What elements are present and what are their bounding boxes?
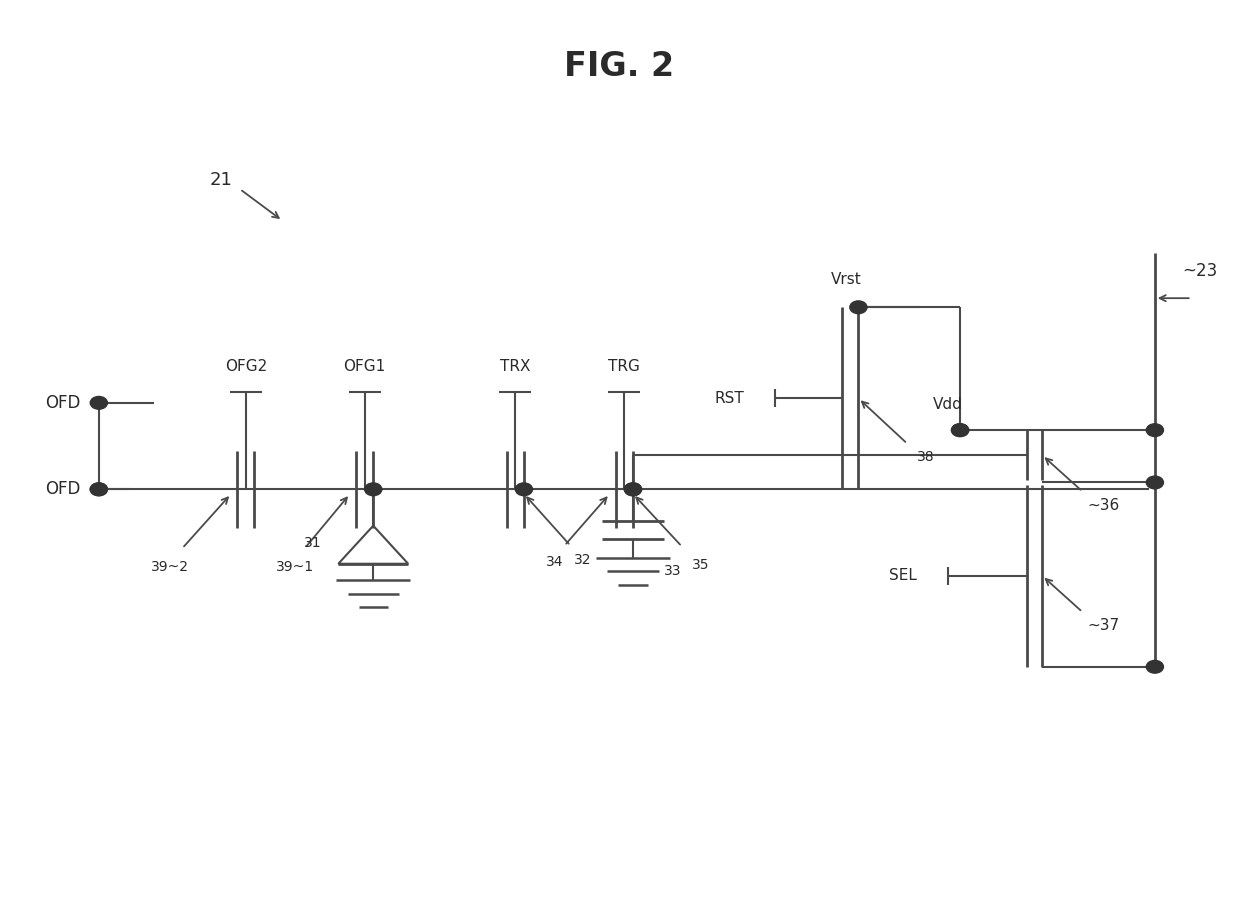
- Text: 33: 33: [664, 565, 681, 578]
- Text: 38: 38: [917, 450, 934, 465]
- Circle shape: [624, 483, 642, 495]
- Text: FIG. 2: FIG. 2: [565, 50, 674, 82]
- Text: Vdd: Vdd: [933, 397, 963, 412]
- Text: TRG: TRG: [608, 359, 641, 374]
- Text: 39~1: 39~1: [276, 560, 313, 574]
- Text: ~23: ~23: [1182, 261, 1217, 280]
- Text: 31: 31: [304, 536, 322, 550]
- Text: 32: 32: [574, 553, 591, 567]
- Text: TRX: TRX: [501, 359, 530, 374]
- Text: OFG2: OFG2: [224, 359, 266, 374]
- Text: ~37: ~37: [1088, 618, 1120, 633]
- Circle shape: [624, 483, 642, 495]
- Circle shape: [1146, 476, 1163, 489]
- Text: OFG1: OFG1: [343, 359, 385, 374]
- Text: RST: RST: [715, 391, 745, 406]
- Circle shape: [1146, 424, 1163, 436]
- Text: 34: 34: [546, 555, 564, 569]
- Text: OFD: OFD: [45, 480, 81, 498]
- Circle shape: [90, 483, 108, 495]
- Circle shape: [952, 424, 969, 436]
- Text: 35: 35: [691, 558, 709, 572]
- Text: OFD: OFD: [45, 394, 81, 412]
- Text: Vrst: Vrst: [831, 273, 861, 287]
- Text: 21: 21: [209, 171, 233, 188]
- Circle shape: [850, 301, 867, 313]
- Circle shape: [364, 483, 382, 495]
- Text: ~36: ~36: [1088, 498, 1120, 513]
- Circle shape: [515, 483, 533, 495]
- Text: 39~2: 39~2: [151, 560, 188, 574]
- Circle shape: [952, 424, 969, 436]
- Text: SEL: SEL: [890, 568, 917, 583]
- Circle shape: [90, 483, 108, 495]
- Circle shape: [90, 396, 108, 409]
- Circle shape: [1146, 661, 1163, 674]
